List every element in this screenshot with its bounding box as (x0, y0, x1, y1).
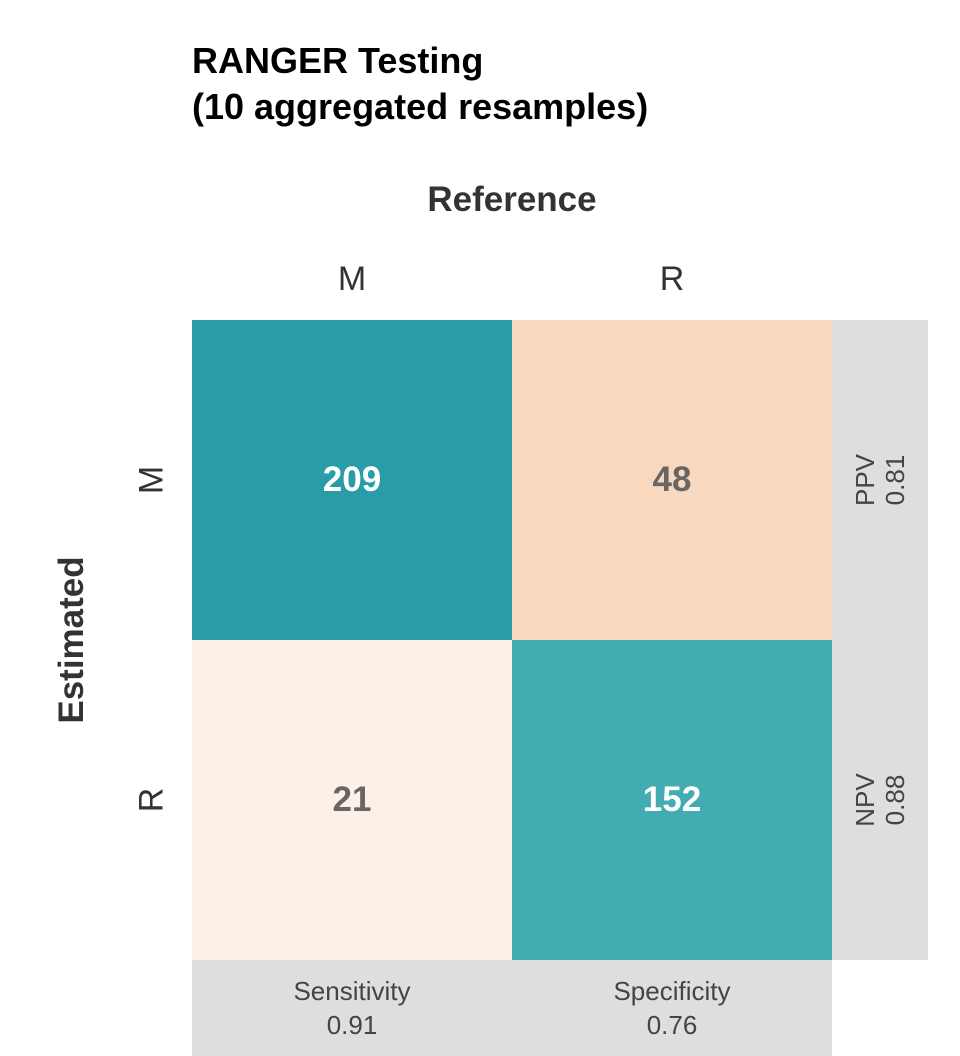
ppv-name: PPV (850, 453, 880, 507)
chart-title-line-2: (10 aggregated resamples) (192, 86, 649, 127)
x-tick-label-r: R (659, 260, 685, 298)
ppv-label: PPV 0.81 (850, 454, 910, 506)
cell-value: 209 (322, 460, 382, 499)
chart-title: RANGER Testing (10 aggregated resamples) (192, 38, 648, 130)
specificity-name: Specificity (613, 976, 731, 1006)
npv-panel: NPV 0.88 (832, 640, 928, 960)
sensitivity-name: Sensitivity (293, 976, 411, 1006)
ppv-value: 0.81 (880, 454, 910, 506)
y-tick-label-m: M (132, 465, 171, 495)
ppv-panel: PPV 0.81 (832, 320, 928, 640)
cell-estimated-m-reference-r: 48 (512, 320, 832, 640)
x-axis-title: Reference (427, 180, 597, 219)
cell-estimated-r-reference-r: 152 (512, 640, 832, 960)
cell-value: 21 (332, 780, 372, 819)
specificity-value: 0.76 (646, 1010, 698, 1040)
cell-estimated-m-reference-m: 209 (192, 320, 512, 640)
y-tick-label-r: R (132, 787, 171, 813)
npv-value: 0.88 (880, 774, 910, 826)
sensitivity-panel: Sensitivity 0.91 (192, 960, 512, 1056)
x-tick-label-m: M (337, 260, 367, 298)
npv-name: NPV (850, 773, 880, 827)
chart-title-line-1: RANGER Testing (192, 40, 484, 81)
cell-value: 152 (642, 780, 702, 819)
y-axis-title: Estimated (52, 556, 91, 724)
specificity-panel: Specificity 0.76 (512, 960, 832, 1056)
cell-estimated-r-reference-m: 21 (192, 640, 512, 960)
npv-label: NPV 0.88 (850, 773, 910, 826)
cell-value: 48 (652, 460, 692, 499)
sensitivity-value: 0.91 (326, 1010, 378, 1040)
